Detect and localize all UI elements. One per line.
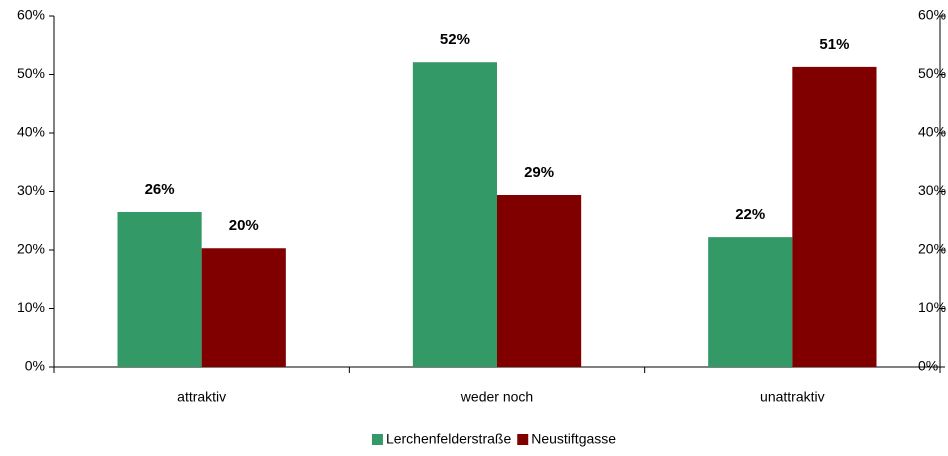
- legend-swatch: [517, 434, 529, 445]
- legend-label: Lerchenfelderstraße: [386, 431, 512, 447]
- bar: [497, 195, 582, 367]
- bar: [117, 211, 202, 367]
- y2-tick-label: 60%: [918, 7, 946, 23]
- value-label: 29%: [524, 164, 554, 181]
- y-tick-label: 60%: [17, 7, 45, 23]
- x-tick-label: unattraktiv: [760, 389, 825, 405]
- value-label: 22%: [735, 206, 765, 223]
- x-tick-label: weder noch: [460, 389, 533, 405]
- value-label: 20%: [229, 217, 259, 234]
- y-tick-label: 20%: [17, 241, 45, 257]
- y-tick-label: 40%: [17, 124, 45, 140]
- bar: [792, 66, 877, 368]
- legend-label: Neustiftgasse: [531, 431, 616, 447]
- y2-tick-label: 20%: [918, 241, 946, 257]
- y-tick-label: 10%: [17, 299, 45, 315]
- y-tick-label: 30%: [17, 182, 45, 198]
- bar: [708, 237, 793, 367]
- y2-tick-label: 50%: [918, 65, 946, 81]
- y-tick-label: 50%: [17, 65, 45, 81]
- legend-swatch: [371, 434, 383, 445]
- x-tick-label: attraktiv: [177, 389, 226, 405]
- bar: [412, 62, 497, 368]
- value-label: 52%: [440, 31, 470, 48]
- value-label: 51%: [819, 36, 849, 53]
- y2-tick-label: 30%: [918, 182, 946, 198]
- y2-tick-label: 0%: [918, 358, 938, 374]
- bar: [201, 248, 286, 367]
- y2-tick-label: 10%: [918, 299, 946, 315]
- y2-tick-label: 40%: [918, 124, 946, 140]
- y-tick-label: 0%: [25, 358, 45, 374]
- value-label: 26%: [145, 181, 175, 198]
